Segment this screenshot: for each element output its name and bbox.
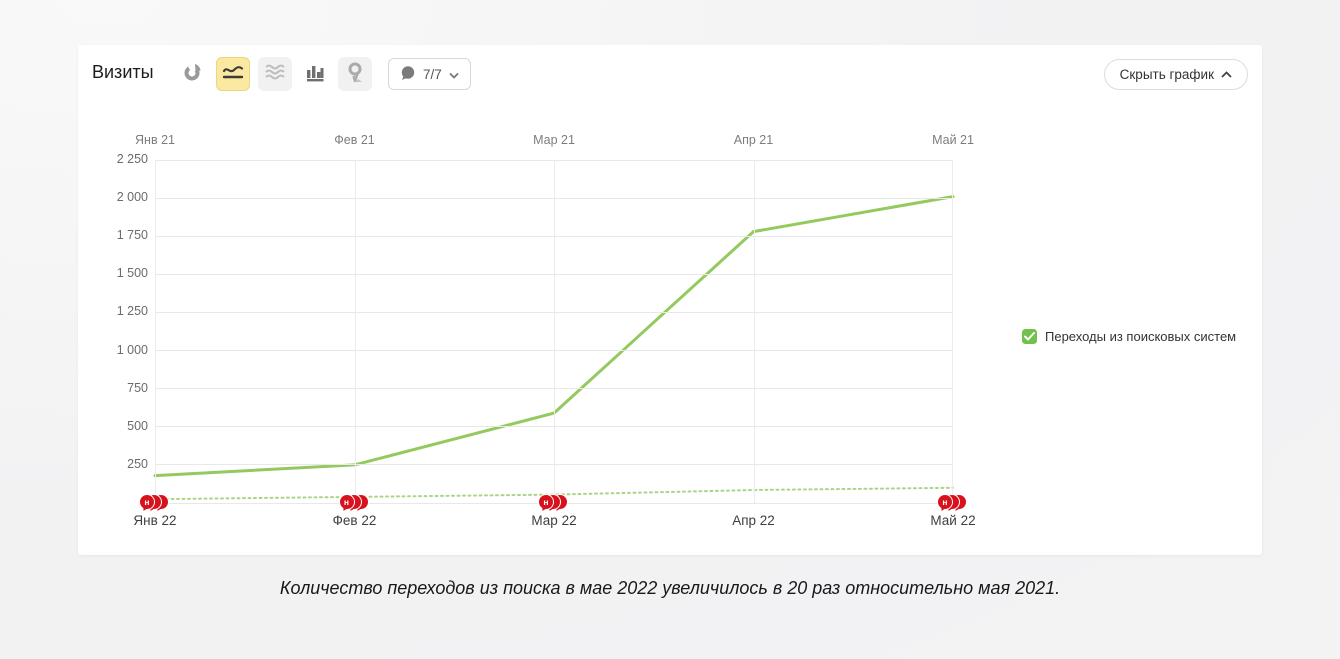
annotation-marker[interactable]: н [538,494,572,516]
annotation-marker[interactable]: н [338,494,373,516]
visits-panel: Визиты [78,45,1262,555]
annotation-bubble-icon: н [538,494,554,510]
annotation-letter: н [144,496,150,507]
comment-bubble-icon [400,65,416,84]
y-axis-label: 500 [127,418,148,433]
area-chart-icon [263,61,287,88]
bottom-axis-label: Фев 22 [332,513,377,528]
gridline-vertical [952,160,953,503]
y-axis-label: 1 250 [116,304,148,319]
gridline-vertical [554,160,555,503]
y-axis-label: 1 750 [116,228,148,243]
top-axis-label: Май 21 [932,133,974,147]
gridline-vertical [155,160,156,503]
annotation-marker[interactable]: н [937,494,971,516]
y-axis-label: 1 000 [116,342,148,357]
line-chart-button[interactable] [216,57,250,91]
bottom-axis: Янв 22 Фев 22 Мар 22 Апр 22 Май 22 [133,513,975,529]
y-axis-label: 1 500 [116,266,148,281]
bar-chart-button[interactable] [300,57,330,91]
annotation-bubble-icon: н [139,494,155,510]
legend-checkbox-icon[interactable] [1022,329,1037,344]
y-axis-label: 2 000 [116,190,148,205]
top-axis-label: Янв 21 [135,133,175,147]
image-caption: Количество переходов из поиска в мае 202… [279,578,1061,598]
series-line-dotted [154,486,954,501]
map-button[interactable] [338,57,372,91]
annotation-bubble-icon: н [937,494,953,510]
comments-count: 7/7 [423,66,442,82]
y-axis-label: 750 [127,380,148,395]
annotation-letter: н [942,496,948,507]
top-axis-label: Апр 21 [733,133,774,147]
pie-chart-button[interactable] [178,57,208,91]
panel-title: Визиты [92,62,154,82]
legend-item-search-transitions[interactable]: Переходы из поисковых систем [1022,329,1236,344]
comments-dropdown-button[interactable]: 7/7 [388,58,471,90]
hide-chart-label: Скрыть график [1119,67,1214,82]
top-axis-label: Мар 21 [533,133,575,147]
pie-chart-icon [183,62,203,87]
y-axis-label: 250 [127,456,148,471]
chevron-up-icon [1221,67,1232,82]
top-axis-label: Фев 21 [334,133,375,147]
hide-chart-button[interactable]: Скрыть график [1103,59,1248,90]
legend-label: Переходы из поисковых систем [1045,329,1237,344]
chart-type-toolbar: 7/7 [178,55,471,93]
gridline-vertical [354,160,356,503]
annotation-letter: н [343,496,350,507]
annotation-letter: н [543,496,549,507]
bottom-axis-label: Мар 22 [531,513,577,528]
bottom-axis-label: Апр 22 [732,513,775,528]
annotation-bubble-icon: н [338,494,355,510]
bar-chart-icon [304,61,326,88]
line-chart-icon [221,61,245,88]
top-axis: Янв 21 Фев 21 Мар 21 Апр 21 Май 21 [135,133,974,149]
map-pin-icon [344,60,366,89]
area-chart-button[interactable] [258,57,292,91]
bottom-axis-label: Янв 22 [133,513,177,528]
chevron-down-icon [449,67,459,82]
gridline-vertical [753,160,755,503]
y-axis-label: 2 250 [116,152,148,166]
annotation-marker[interactable]: н [139,494,173,516]
bottom-axis-label: Май 22 [930,513,976,528]
